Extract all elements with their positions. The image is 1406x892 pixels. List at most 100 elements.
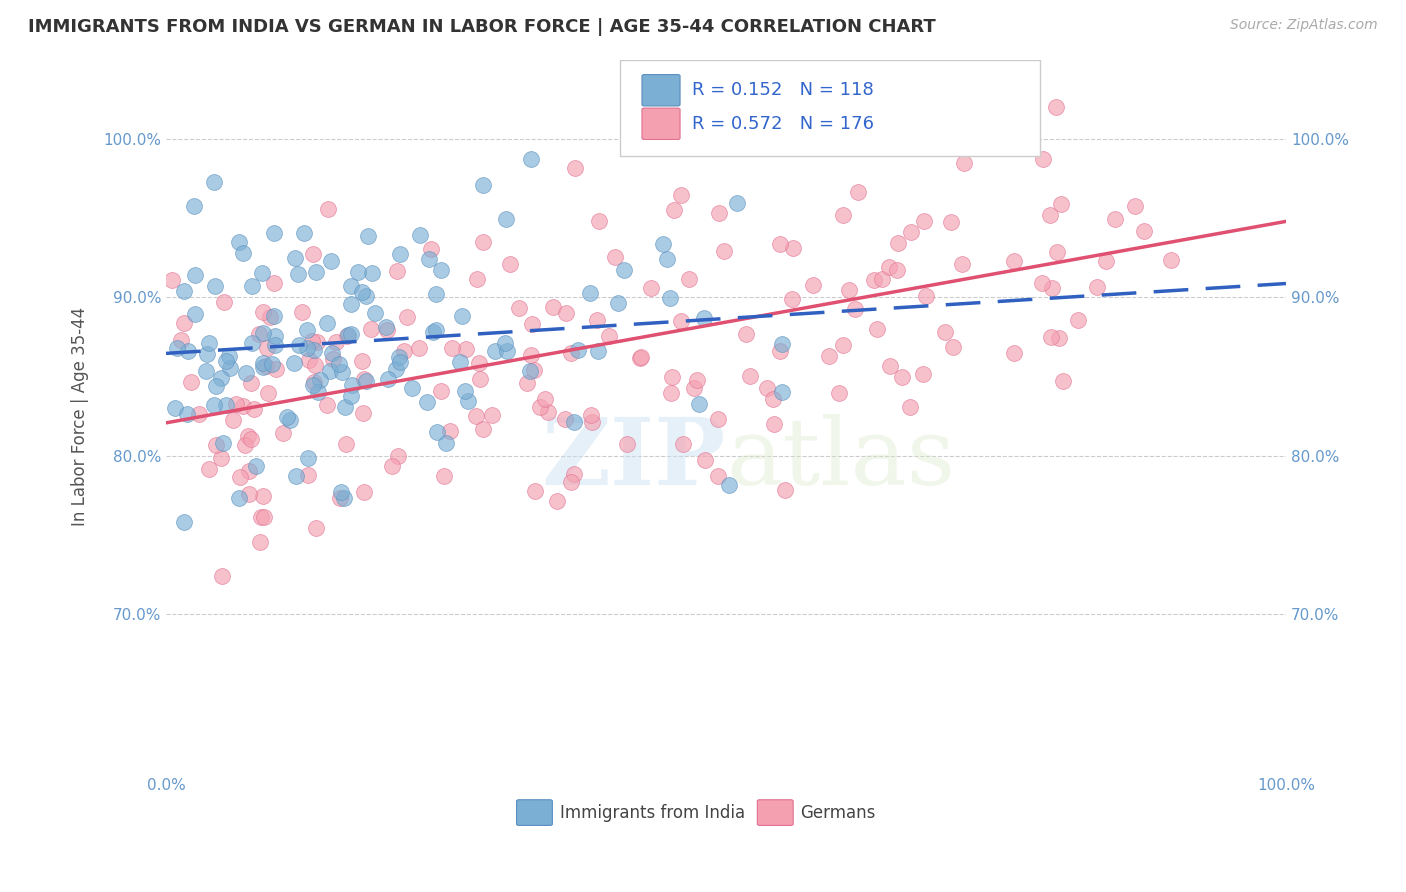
Germans [173,316,195,330]
Germans [769,343,792,358]
Germans [249,509,271,524]
Immigrants from India [354,374,377,388]
Germans [534,392,557,406]
Germans [238,429,260,443]
Germans [762,417,785,431]
Germans [537,404,560,418]
Germans [1052,374,1074,388]
Germans [257,385,280,400]
Immigrants from India [377,372,399,386]
Germans [669,188,692,202]
Germans [848,185,870,199]
Germans [546,494,568,508]
Immigrants from India [218,349,240,363]
Immigrants from India [340,327,363,342]
Immigrants from India [494,336,516,351]
Immigrants from India [245,459,267,474]
Germans [169,333,191,347]
Immigrants from India [307,385,329,400]
Text: ZIP: ZIP [541,414,725,504]
Immigrants from India [183,199,205,213]
Germans [709,205,731,219]
Immigrants from India [288,338,311,352]
Germans [756,381,779,395]
Immigrants from India [308,372,330,386]
Text: R = 0.572   N = 176: R = 0.572 N = 176 [692,115,875,133]
Germans [468,356,491,370]
Immigrants from India [302,343,325,358]
Germans [844,301,866,316]
Immigrants from India [770,337,793,351]
Germans [468,372,491,386]
Germans [801,277,824,292]
Immigrants from India [198,336,221,351]
Germans [209,450,232,465]
Immigrants from India [472,178,495,193]
Germans [1049,197,1071,211]
Immigrants from India [319,364,342,378]
Germans [420,242,443,256]
Germans [305,335,328,350]
Immigrants from India [651,237,673,252]
Text: IMMIGRANTS FROM INDIA VS GERMAN IN LABOR FORCE | AGE 35-44 CORRELATION CHART: IMMIGRANTS FROM INDIA VS GERMAN IN LABOR… [28,18,936,36]
Germans [1123,199,1146,213]
Germans [520,348,543,362]
Germans [1040,281,1063,295]
Immigrants from India [418,252,440,266]
Germans [454,343,477,357]
Germans [562,467,585,482]
Germans [271,425,294,440]
Germans [377,323,399,337]
Germans [335,437,357,451]
Immigrants from India [173,516,195,530]
FancyBboxPatch shape [643,108,681,139]
Germans [353,371,375,385]
Germans [1002,253,1025,268]
Immigrants from India [347,265,370,279]
Immigrants from India [693,310,716,325]
Germans [520,317,543,331]
Immigrants from India [276,410,298,425]
Germans [564,161,586,175]
Germans [662,202,685,217]
Germans [322,352,344,367]
Immigrants from India [519,364,541,378]
Germans [1045,100,1067,114]
Immigrants from India [333,491,356,506]
Immigrants from India [184,307,207,321]
FancyBboxPatch shape [758,800,793,825]
Text: atlas: atlas [725,414,955,504]
Germans [831,208,853,222]
Germans [239,376,262,390]
Immigrants from India [434,436,457,450]
Immigrants from India [215,353,238,368]
Immigrants from India [177,343,200,358]
Germans [259,310,281,324]
Immigrants from India [295,323,318,337]
Immigrants from India [328,357,350,371]
Immigrants from India [425,323,447,337]
Germans [1160,252,1182,267]
Immigrants from India [409,228,432,243]
Germans [1067,313,1090,327]
FancyBboxPatch shape [620,60,1039,156]
Germans [1104,212,1126,227]
Immigrants from India [204,398,226,412]
Immigrants from India [219,361,242,376]
Germans [555,306,578,320]
Germans [256,341,278,355]
Immigrants from India [388,247,411,261]
Text: R = 0.152   N = 118: R = 0.152 N = 118 [692,81,875,99]
Immigrants from India [496,344,519,359]
Germans [1031,277,1053,291]
Germans [1002,345,1025,359]
Germans [198,461,221,475]
Immigrants from India [205,379,228,393]
Germans [465,272,488,286]
Immigrants from India [364,306,387,320]
Germans [523,363,546,377]
Germans [316,398,339,412]
Immigrants from India [330,485,353,500]
Germans [879,359,901,374]
Immigrants from India [305,265,328,279]
